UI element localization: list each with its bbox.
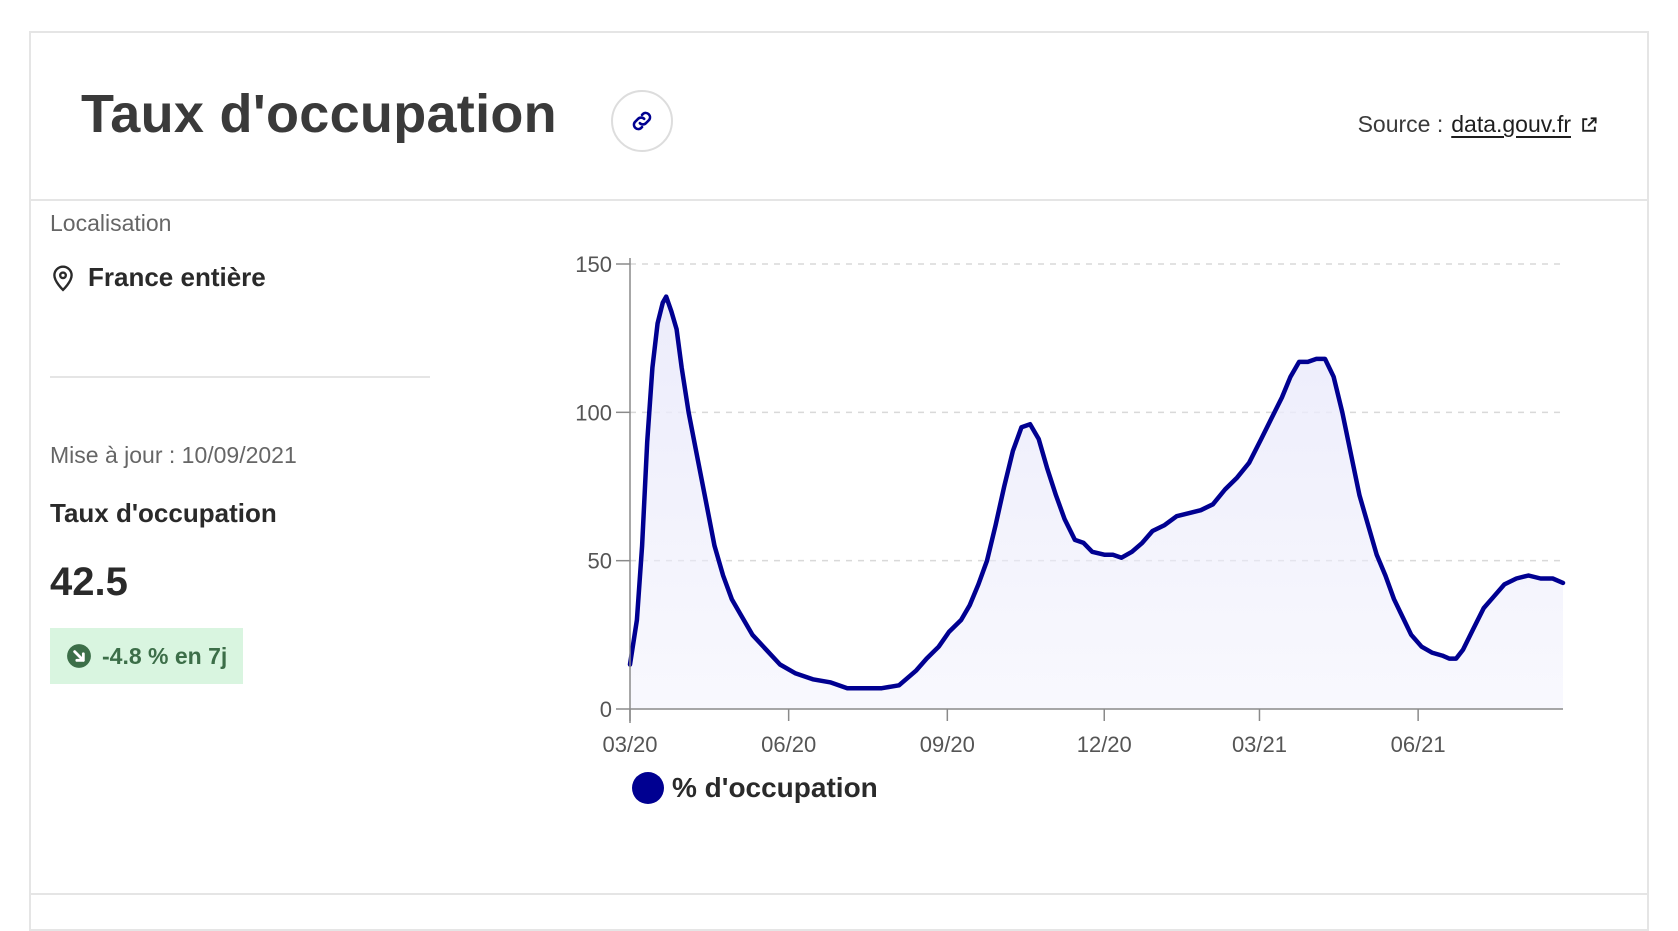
source-link-text[interactable]: data.gouv.fr — [1451, 111, 1571, 137]
y-tick-label: 150 — [575, 252, 612, 277]
location-value: France entière — [50, 262, 266, 293]
kpi-label: Taux d'occupation — [50, 498, 277, 528]
x-tick-label: 12/20 — [1077, 732, 1132, 757]
legend-label: % d'occupation — [672, 772, 878, 803]
legend-swatch — [632, 772, 664, 804]
copy-link-button[interactable] — [611, 90, 673, 152]
source-link[interactable]: data.gouv.fr — [1451, 111, 1599, 138]
update-date: Mise à jour : 10/09/2021 — [50, 442, 297, 468]
kpi-value: 42.5 — [50, 560, 128, 604]
x-tick-label: 06/20 — [761, 732, 816, 757]
card-header: Taux d'occupation Source : data.gouv.fr — [31, 33, 1647, 201]
occupation-card: Taux d'occupation Source : data.gouv.fr — [29, 31, 1649, 931]
x-tick-label: 03/21 — [1232, 732, 1287, 757]
y-tick-label: 100 — [575, 400, 612, 425]
location-label: Localisation — [50, 210, 172, 236]
occupation-chart: 0 50 100 150 03/20 06/20 09/20 12/20 03/21 06/21 — [575, 252, 1566, 757]
x-tick-label: 09/20 — [920, 732, 975, 757]
series-area — [630, 296, 1563, 709]
divider — [50, 376, 430, 378]
location-text: France entière — [88, 262, 266, 292]
source-prefix: Source : — [1357, 111, 1444, 137]
x-tick-label: 03/20 — [602, 732, 657, 757]
page-title: Taux d'occupation — [81, 84, 557, 144]
source-attribution: Source : data.gouv.fr — [1358, 111, 1599, 138]
card-bottom-rule — [29, 893, 1649, 895]
external-link-icon — [1582, 116, 1597, 132]
link-icon — [632, 111, 652, 131]
trend-text: -4.8 % en 7j — [102, 642, 228, 669]
x-tick-label: 06/21 — [1391, 732, 1446, 757]
trend-badge: -4.8 % en 7j — [50, 628, 244, 684]
series-line — [627, 294, 1566, 691]
arrow-down-right-icon — [67, 644, 91, 668]
chart-legend[interactable]: % d'occupation — [632, 772, 878, 804]
y-tick-label: 0 — [600, 697, 612, 722]
y-tick-label: 50 — [588, 549, 612, 574]
map-pin-icon — [53, 265, 73, 291]
